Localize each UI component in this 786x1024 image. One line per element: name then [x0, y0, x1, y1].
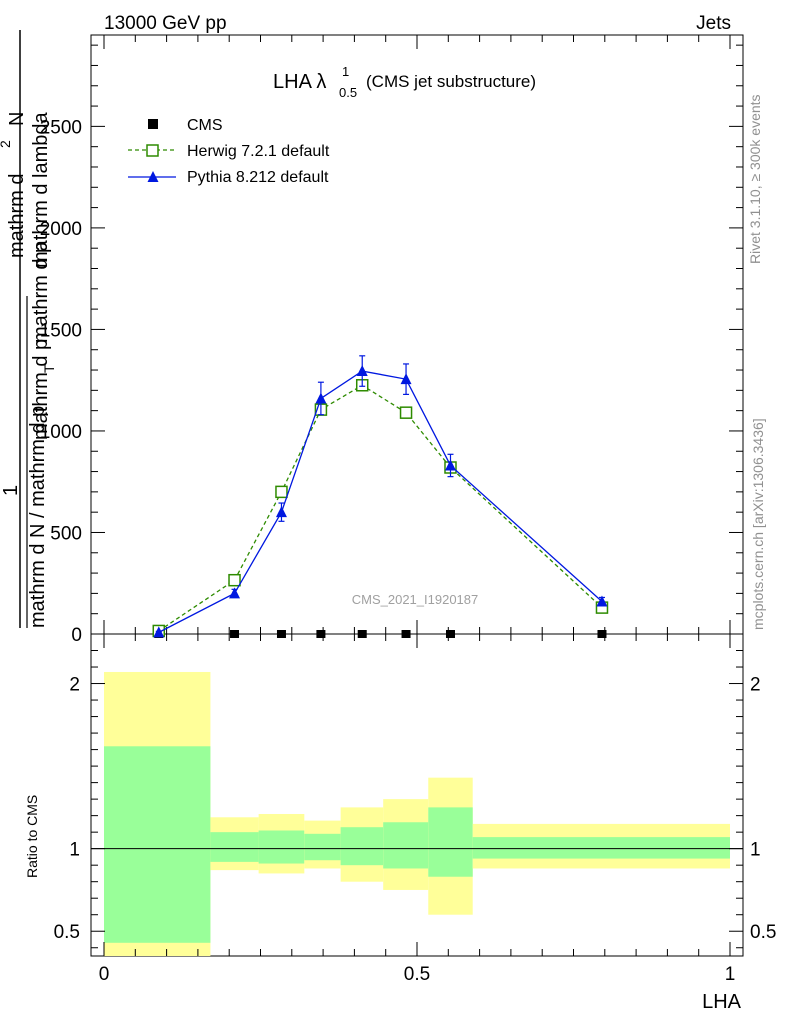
main-xticks: [103, 35, 731, 634]
plot-title: LHA λ 1 0.5 (CMS jet substructure): [273, 64, 536, 100]
series-point-0-5: [401, 630, 411, 638]
main-ytick-label: 2000: [40, 219, 82, 240]
main-ytick-label: 1000: [40, 422, 82, 443]
ylabel-bottom: mathrm d N / mathrm d p: [27, 406, 49, 628]
watermark: CMS_2021_I1920187: [352, 592, 479, 607]
legend-label-herwig: Herwig 7.2.1 default: [187, 143, 330, 160]
legend-label-pythia: Pythia 8.212 default: [187, 169, 329, 186]
main-yticks: 0 500 1000 1500 2000 2500: [40, 44, 743, 646]
xlabel: LHA: [702, 991, 742, 1013]
series-point-1-2: [275, 485, 288, 499]
main-ylabel: mathrm d 2 N mathrm d p mathrm d lambda …: [0, 112, 57, 628]
series-point-1-5: [399, 406, 413, 419]
title-main: LHA λ: [273, 71, 326, 93]
ylabel-top-1: mathrm d: [6, 174, 28, 258]
ylabel-stack-1: mathrm d p: [30, 339, 52, 440]
series-point-2-3: [315, 392, 327, 404]
series-point-2-1: [229, 587, 241, 599]
main-ytick-label: 500: [50, 523, 82, 544]
series-point-0-3: [316, 630, 326, 638]
title-sub: 0.5: [339, 85, 357, 100]
ratio-stat-band-7: [472, 837, 730, 859]
ratio-ytick-label-left: 1: [69, 840, 80, 861]
title-sup: 1: [342, 64, 349, 79]
series-point-2-4: [356, 365, 368, 377]
series-point-2-2: [275, 506, 287, 518]
ylabel-stack-T: T: [41, 364, 57, 373]
legend-marker-herwig: [146, 144, 159, 157]
ratio-stat-band-2: [258, 830, 305, 864]
ylabel-stack-3: mathrm d lambda: [30, 112, 52, 268]
ratio-xtick-label: 1: [725, 964, 736, 985]
rivet-label: Rivet 3.1.10, ≥ 300k events: [747, 94, 763, 264]
series-point-2-6: [444, 459, 456, 471]
series-point-0-4: [357, 630, 367, 638]
ratio-xtick-label: 0: [99, 964, 110, 985]
series-point-2-5: [400, 373, 412, 385]
series-point-1-1: [228, 573, 241, 587]
ylabel-stack-2: mathrm d p: [30, 242, 52, 343]
legend-label-cms: CMS: [187, 117, 223, 134]
ylabel-one: 1: [0, 485, 22, 496]
ratio-xticks: 0 0.5 1: [99, 634, 736, 985]
mcplots-label: mcplots.cern.ch [arXiv:1306.3436]: [750, 418, 766, 630]
main-ytick-label: 1500: [40, 320, 82, 341]
ratio-stat-band-5: [383, 822, 429, 869]
legend: CMS Herwig 7.2.1 default Pythia 8.212 de…: [128, 117, 330, 186]
ratio-ytick-label-left: 2: [69, 675, 80, 696]
ratio-stat-band-6: [428, 807, 473, 877]
ratio-xtick-label: 0.5: [404, 964, 430, 985]
ratio-stat-band-3: [304, 833, 341, 861]
series-point-0-7: [597, 630, 607, 638]
series-point-2-7: [596, 595, 608, 607]
ratio-stat-band-1: [210, 832, 259, 862]
ratio-stat-band-0: [104, 746, 211, 943]
main-ytick-label: 2500: [40, 117, 82, 138]
ratio-ytick-label-right: 2: [750, 675, 761, 696]
legend-marker-cms: [148, 119, 158, 129]
series-layer: [152, 355, 609, 638]
ratio-ytick-label-right: 1: [750, 840, 761, 861]
ratio-stat-band-4: [340, 827, 384, 866]
ratio-ytick-label-left: 0.5: [54, 922, 80, 943]
main-ytick-label: 0: [71, 625, 82, 646]
series-point-2-0: [153, 626, 165, 638]
ratio-bands: [104, 671, 730, 956]
title-suffix: (CMS jet substructure): [366, 72, 536, 91]
series-line-2: [158, 370, 603, 633]
series-point-0-2: [276, 630, 286, 638]
ratio-ylabel: Ratio to CMS: [24, 795, 40, 878]
legend-marker-pythia: [147, 171, 159, 182]
ylabel-top-sup: 2: [0, 140, 13, 148]
header-left: 13000 GeV pp: [104, 13, 227, 34]
ratio-yticks: 0.5 0.5 1 1 2 2: [54, 650, 776, 949]
ratio-ytick-label-right: 0.5: [750, 922, 776, 943]
header-right: Jets: [696, 13, 731, 34]
series-line-1: [158, 384, 603, 632]
series-point-0-6: [445, 630, 455, 638]
ylabel-top-2: N: [6, 112, 28, 126]
series-point-0-1: [230, 630, 240, 638]
